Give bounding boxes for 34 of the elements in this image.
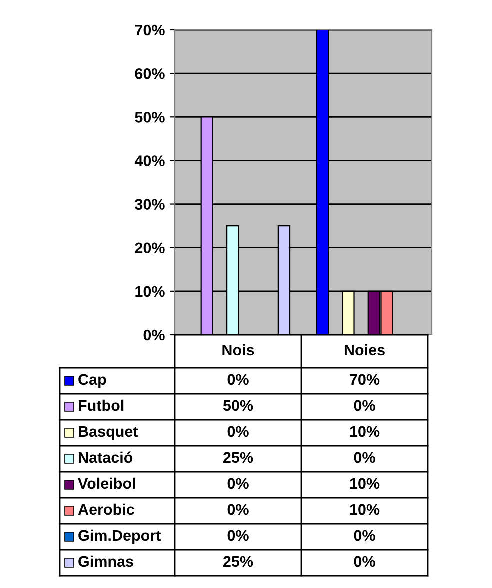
data-label: 10% — [350, 478, 380, 490]
legend-label: Futbol — [79, 400, 124, 412]
y-tick-label: 40% — [134, 156, 165, 166]
y-tick-label: 0% — [144, 330, 165, 341]
y-tick-label: 20% — [135, 242, 165, 254]
legend-label: Natació — [79, 452, 133, 464]
data-label: 0% — [228, 478, 249, 490]
data-label: 10% — [350, 426, 380, 438]
data-label: 0% — [228, 504, 249, 516]
data-label: 25% — [223, 452, 254, 464]
y-tick-label: 70% — [135, 24, 165, 36]
data-label: 0% — [354, 452, 376, 464]
legend-label: Voleibol — [78, 478, 136, 490]
x-tick-label: Nois — [222, 344, 254, 356]
legend-label: Cap — [78, 374, 106, 388]
legend-label: Aerobic — [78, 504, 134, 516]
data-label: 0% — [228, 530, 249, 542]
y-tick-label: 30% — [135, 199, 165, 210]
legend-label: Basquet — [79, 426, 138, 440]
data-label: 0% — [228, 426, 249, 438]
y-tick-label: 60% — [135, 68, 165, 80]
data-label: 25% — [223, 556, 254, 568]
data-label: 0% — [354, 400, 376, 412]
data-label: 0% — [354, 530, 376, 542]
data-label: 0% — [228, 374, 249, 386]
data-label: 70% — [350, 374, 380, 386]
data-label: 0% — [354, 556, 376, 568]
legend-label: Gim.Deport — [78, 530, 161, 544]
y-tick-label: 10% — [136, 286, 165, 298]
data-label: 10% — [350, 504, 380, 516]
legend-label: Gimnas — [78, 556, 134, 568]
x-tick-label: Noies — [344, 344, 385, 356]
y-tick-label: 50% — [135, 112, 165, 123]
data-label: 50% — [223, 400, 254, 412]
